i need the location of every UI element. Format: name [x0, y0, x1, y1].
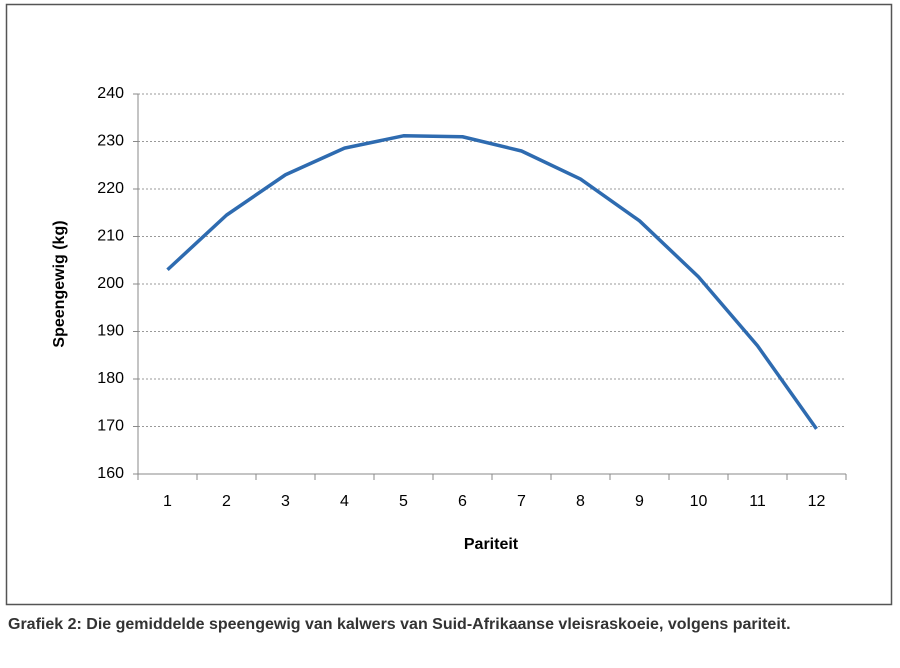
x-tick-label: 8: [576, 493, 585, 510]
x-tick-label: 11: [749, 493, 766, 510]
chart: Pariteit Speengewig (kg) 160 170 180 190 200…: [5, 3, 893, 606]
x-tick-label: 1: [163, 493, 172, 510]
chart-border: [5, 3, 893, 606]
y-axis-label: Speengewig (kg): [51, 220, 68, 347]
x-tick-label: 4: [340, 493, 349, 510]
y-tick-label: 180: [97, 370, 124, 387]
y-tick-label: 170: [97, 418, 124, 435]
y-tick-label: 160: [97, 465, 124, 482]
x-tick-label: 2: [222, 493, 231, 510]
x-axis-label: Pariteit: [464, 536, 519, 553]
data-line: [166, 134, 818, 430]
caption: Grafiek 2: Die gemiddelde speengewig van…: [8, 616, 791, 633]
y-tick-label: 200: [97, 275, 124, 292]
x-tick-label: 7: [517, 493, 526, 510]
y-tick-label: 190: [97, 323, 124, 340]
x-tick-label: 9: [635, 493, 644, 510]
y-tick-label: 210: [97, 228, 124, 245]
y-tick-label: 220: [97, 180, 124, 197]
x-tick-label: 12: [808, 493, 826, 510]
x-tick-label: 3: [281, 493, 290, 510]
y-tick-label: 240: [97, 85, 124, 102]
x-tick-label: 10: [690, 493, 708, 510]
y-tick-label: 230: [97, 133, 124, 150]
x-tick-label: 6: [458, 493, 467, 510]
x-tick-label: 5: [399, 493, 408, 510]
